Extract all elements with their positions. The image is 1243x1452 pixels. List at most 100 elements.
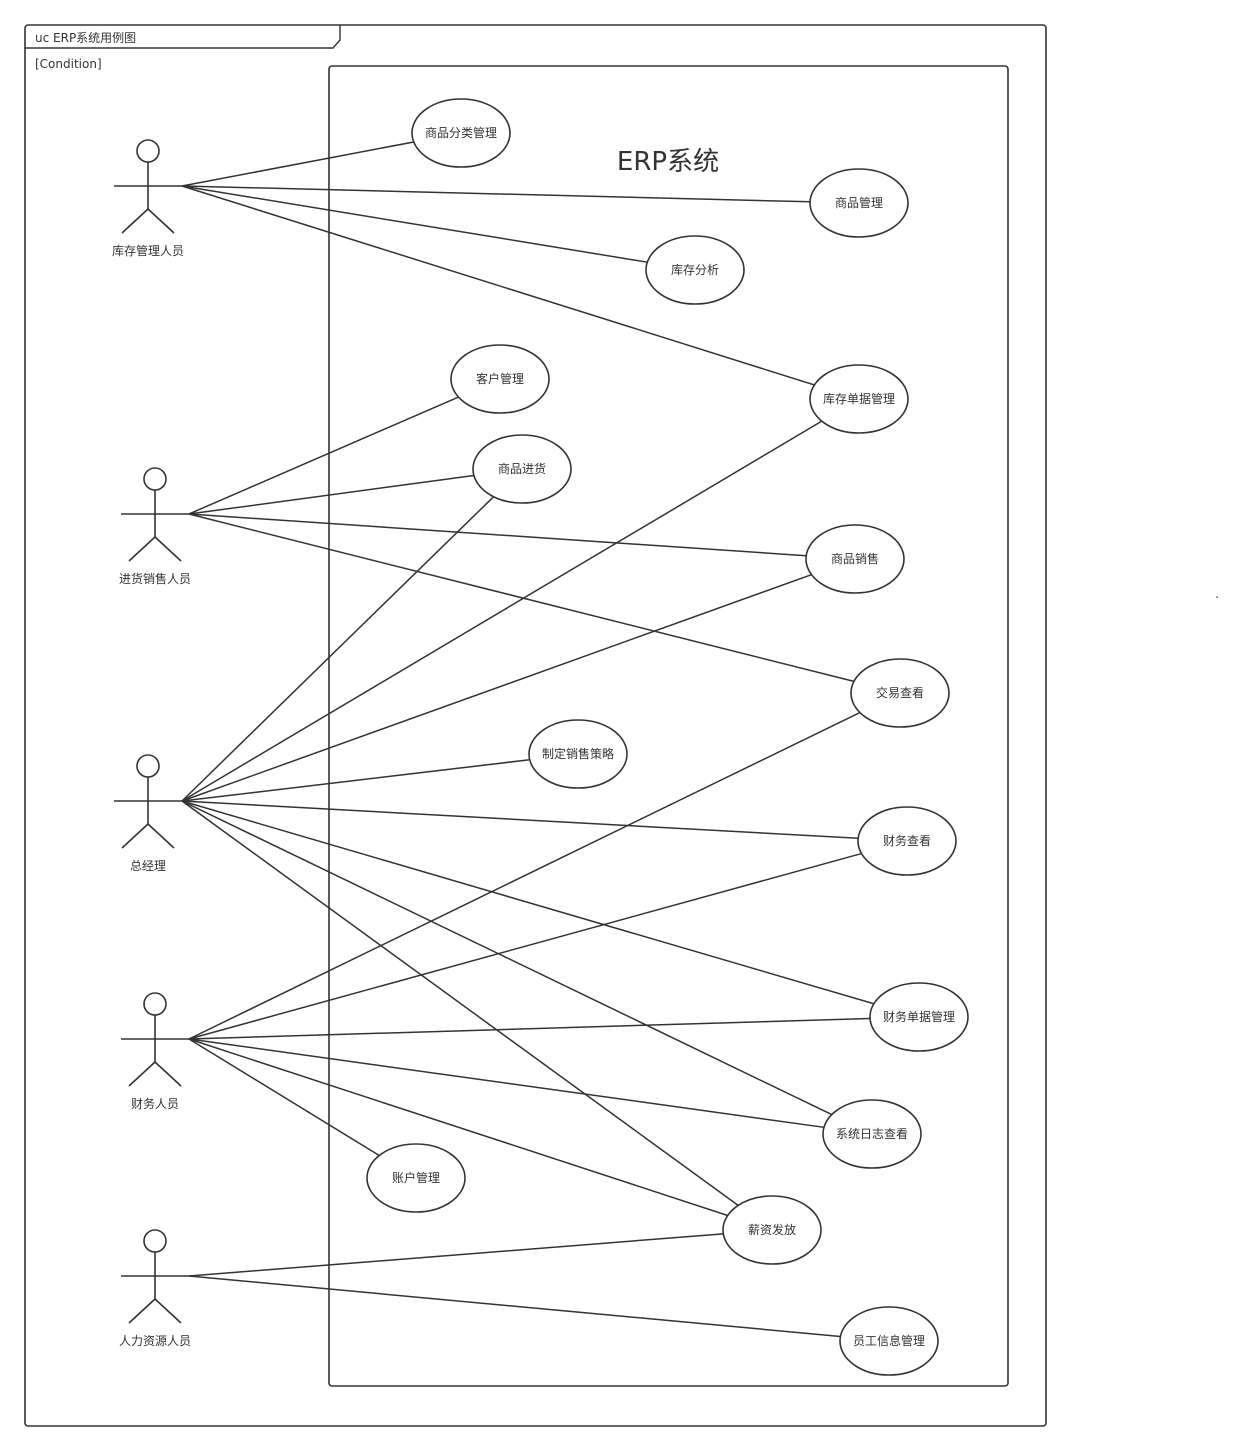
stray-mark: . bbox=[1215, 587, 1219, 601]
actor-left-leg bbox=[121, 823, 149, 849]
use-case-account-mgmt[interactable]: 账户管理 bbox=[366, 1143, 466, 1213]
actor-left-leg bbox=[128, 536, 156, 562]
use-case-ellipse bbox=[850, 658, 950, 728]
use-case-label: 账户管理 bbox=[392, 1170, 440, 1185]
use-case-system-log-view[interactable]: 系统日志查看 bbox=[822, 1099, 922, 1169]
use-case-label: 系统日志查看 bbox=[836, 1127, 908, 1141]
diagram-frame bbox=[24, 24, 1047, 1427]
actor-right-leg bbox=[147, 208, 175, 234]
association-finance-account_mgmt bbox=[188, 1038, 380, 1157]
condition-label: [Condition] bbox=[35, 57, 102, 71]
use-case-label: 财务单据管理 bbox=[883, 1009, 955, 1024]
association-inventory_manager-inventory_doc_mgmt bbox=[181, 185, 815, 386]
use-case-ellipse bbox=[839, 1306, 939, 1376]
use-case-salary-payment[interactable]: 薪资发放 bbox=[722, 1195, 822, 1265]
association-general_manager-finance_view bbox=[181, 800, 859, 840]
actor-finance[interactable]: 财务人员 bbox=[121, 992, 189, 1111]
use-case-ellipse bbox=[366, 1143, 466, 1213]
association-purchase_sales-sales bbox=[188, 513, 807, 557]
association-inventory_manager-category_mgmt bbox=[181, 141, 414, 187]
actor-right-leg bbox=[154, 536, 182, 562]
actor-purchase-sales[interactable]: 进货销售人员 bbox=[119, 467, 191, 586]
use-cases-layer: 商品分类管理商品管理库存分析客户管理库存单据管理商品进货商品销售交易查看制定销售… bbox=[366, 98, 969, 1376]
actor-head bbox=[143, 992, 167, 1016]
actor-left-leg bbox=[121, 208, 149, 234]
use-case-ellipse bbox=[822, 1099, 922, 1169]
use-case-label: 商品分类管理 bbox=[425, 125, 497, 140]
use-case-finance-view[interactable]: 财务查看 bbox=[857, 806, 957, 876]
actor-inventory-manager[interactable]: 库存管理人员 bbox=[112, 139, 184, 258]
use-case-ellipse bbox=[857, 806, 957, 876]
use-case-ellipse bbox=[722, 1195, 822, 1265]
use-case-inventory-doc-mgmt[interactable]: 库存单据管理 bbox=[809, 364, 909, 434]
actor-general-manager[interactable]: 总经理 bbox=[114, 754, 182, 873]
use-case-ellipse bbox=[411, 98, 511, 168]
association-inventory_manager-inventory_analysis bbox=[181, 185, 648, 263]
actor-left-leg bbox=[128, 1298, 156, 1324]
use-case-inventory-analysis[interactable]: 库存分析 bbox=[645, 235, 745, 305]
use-case-ellipse bbox=[645, 235, 745, 305]
actor-label: 财务人员 bbox=[131, 1096, 179, 1111]
use-case-label: 商品进货 bbox=[498, 461, 546, 476]
use-case-label: 制定销售策略 bbox=[542, 746, 614, 761]
association-general_manager-inventory_doc_mgmt bbox=[181, 420, 823, 802]
use-case-employee-info-mgmt[interactable]: 员工信息管理 bbox=[839, 1306, 939, 1376]
association-finance-system_log_view bbox=[188, 1038, 825, 1129]
actor-head bbox=[143, 467, 167, 491]
frame-label: uc ERP系统用例图 bbox=[35, 31, 136, 45]
use-case-sales-strategy[interactable]: 制定销售策略 bbox=[528, 719, 628, 789]
use-case-ellipse bbox=[869, 982, 969, 1052]
use-case-product-mgmt[interactable]: 商品管理 bbox=[809, 168, 909, 238]
use-case-label: 商品管理 bbox=[835, 195, 883, 210]
actor-right-leg bbox=[154, 1061, 182, 1087]
use-case-ellipse bbox=[805, 524, 905, 594]
use-case-label: 客户管理 bbox=[476, 371, 524, 386]
association-finance-finance_doc_mgmt bbox=[188, 1017, 871, 1040]
actor-label: 人力资源人员 bbox=[119, 1334, 191, 1348]
association-general_manager-finance_doc_mgmt bbox=[181, 800, 875, 1005]
association-general_manager-system_log_view bbox=[181, 800, 833, 1116]
frame-label-tab bbox=[25, 25, 341, 49]
use-case-sales[interactable]: 商品销售 bbox=[805, 524, 905, 594]
use-case-category-mgmt[interactable]: 商品分类管理 bbox=[411, 98, 511, 168]
use-case-transaction-view[interactable]: 交易查看 bbox=[850, 658, 950, 728]
association-finance-finance_view bbox=[188, 852, 862, 1040]
use-case-ellipse bbox=[809, 364, 909, 434]
association-purchase_sales-customer_mgmt bbox=[188, 396, 459, 515]
use-case-ellipse bbox=[472, 434, 572, 504]
use-case-label: 交易查看 bbox=[876, 685, 924, 700]
association-hr-salary_payment bbox=[188, 1233, 724, 1277]
association-purchase_sales-purchase bbox=[188, 474, 475, 515]
associations-layer bbox=[181, 141, 875, 1338]
association-general_manager-salary_payment bbox=[181, 800, 739, 1207]
use-case-label: 财务查看 bbox=[883, 833, 931, 848]
association-inventory_manager-product_mgmt bbox=[181, 185, 811, 203]
use-case-label: 库存分析 bbox=[671, 262, 719, 277]
association-general_manager-purchase bbox=[181, 496, 495, 802]
actor-hr[interactable]: 人力资源人员 bbox=[119, 1229, 191, 1348]
use-case-ellipse bbox=[450, 344, 550, 414]
actor-right-leg bbox=[147, 823, 175, 849]
system-boundary bbox=[328, 65, 1009, 1387]
use-case-finance-doc-mgmt[interactable]: 财务单据管理 bbox=[869, 982, 969, 1052]
actor-label: 总经理 bbox=[130, 859, 166, 873]
actor-label: 进货销售人员 bbox=[119, 571, 191, 586]
association-purchase_sales-transaction_view bbox=[188, 513, 855, 683]
use-case-purchase[interactable]: 商品进货 bbox=[472, 434, 572, 504]
actor-label: 库存管理人员 bbox=[112, 243, 184, 258]
use-case-label: 库存单据管理 bbox=[823, 391, 895, 406]
association-general_manager-sales_strategy bbox=[181, 758, 530, 802]
use-case-customer-mgmt[interactable]: 客户管理 bbox=[450, 344, 550, 414]
use-case-ellipse bbox=[528, 719, 628, 789]
actor-right-leg bbox=[154, 1298, 182, 1324]
system-title: ERP系统 bbox=[617, 147, 719, 177]
use-case-label: 薪资发放 bbox=[748, 1222, 796, 1237]
actor-head bbox=[136, 139, 160, 163]
actor-head bbox=[143, 1229, 167, 1253]
association-finance-transaction_view bbox=[188, 711, 861, 1040]
actor-head bbox=[136, 754, 160, 778]
association-general_manager-sales bbox=[181, 573, 812, 802]
association-finance-salary_payment bbox=[188, 1038, 728, 1217]
